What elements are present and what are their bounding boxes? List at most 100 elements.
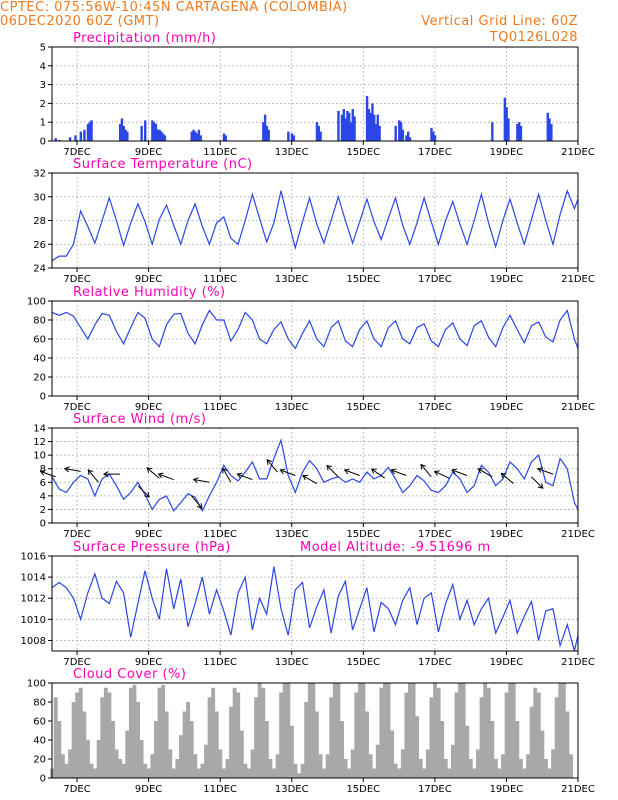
- temp-ytick-label: 32: [33, 169, 46, 180]
- precip-bar: [287, 131, 290, 141]
- cloud-bar: [357, 683, 362, 778]
- cloud-bar: [182, 711, 187, 778]
- precip-bar: [190, 131, 193, 141]
- cloud-bar: [465, 725, 470, 778]
- cloud-bar: [558, 683, 563, 778]
- wind-arrow: [302, 475, 318, 485]
- cloud-bar: [93, 768, 98, 778]
- precip-bar: [124, 129, 127, 141]
- precip-bar: [267, 129, 270, 141]
- precip-frame: [51, 46, 579, 142]
- precip-bar: [433, 135, 437, 141]
- rh-xtick-label: 21DEC: [561, 402, 595, 413]
- precip-bar: [195, 133, 199, 141]
- cloud-bar: [332, 683, 337, 778]
- precip-bar: [408, 137, 412, 141]
- cloud-bar: [375, 744, 380, 778]
- wind-xtick-label: 15DEC: [346, 529, 380, 540]
- precip-bar: [353, 116, 356, 141]
- temp-ytick-label: 30: [33, 192, 46, 203]
- cloud-bar: [279, 692, 284, 778]
- cloud-bar: [476, 749, 480, 778]
- precip-bar: [367, 109, 371, 141]
- temp-xtick-label: 19DEC: [490, 274, 524, 285]
- cloud-xtick-label: 19DEC: [490, 784, 524, 795]
- precip-bar: [365, 95, 369, 141]
- cloud-bar: [418, 759, 423, 778]
- temp-xtick-label: 7DEC: [63, 274, 90, 285]
- cloud-bar: [282, 683, 287, 778]
- cloud-bar: [136, 702, 140, 778]
- cloud-bar: [107, 692, 112, 778]
- cloud-bar: [501, 754, 505, 778]
- wind-xtick-label: 19DEC: [490, 529, 524, 540]
- precip-title: Precipitation (mm/h): [73, 31, 216, 46]
- precip-bar: [224, 135, 227, 141]
- cloud-bar: [168, 749, 173, 778]
- pressure-xtick-label: 7DEC: [63, 657, 90, 668]
- cloud-xtick-label: 7DEC: [63, 784, 90, 795]
- precip-bar: [401, 129, 405, 141]
- precip-bar: [122, 125, 125, 141]
- cloud-bar: [139, 740, 144, 778]
- cloud-bar: [150, 754, 155, 778]
- precip-xtick-label: 7DEC: [63, 147, 90, 158]
- cloud-bar: [272, 768, 276, 778]
- cloud-bar: [372, 768, 377, 778]
- cloud-bar: [515, 721, 520, 778]
- precip-bar: [197, 129, 201, 141]
- cloud-bar: [368, 754, 373, 778]
- precip-panel: Precipitation (mm/h) 0 1 2 3 4 5 7DEC 9DEC 11DEC 1…: [40, 31, 595, 158]
- precip-bar: [120, 118, 124, 141]
- cloud-bar: [132, 684, 137, 778]
- wind-xtick-label: 21DEC: [561, 529, 595, 540]
- wind-ytick-label: 2: [40, 505, 46, 516]
- cloud-bar: [193, 754, 198, 778]
- precip-bar: [68, 137, 72, 141]
- precip-bar: [432, 131, 435, 141]
- cloud-bar: [293, 763, 298, 778]
- cloud-bar: [522, 768, 527, 778]
- precip-bar: [192, 129, 195, 141]
- precip-bar: [74, 135, 77, 141]
- wind-arrow: [326, 464, 339, 478]
- precip-bar: [340, 114, 344, 141]
- temp-xtick-label: 11DEC: [203, 274, 237, 285]
- precip-bar: [399, 122, 403, 141]
- wind-xtick-label: 11DEC: [203, 529, 237, 540]
- wind-arrow: [420, 463, 432, 478]
- cloud-ytick-label: 60: [33, 717, 46, 728]
- cloud-bar: [307, 683, 312, 778]
- cloud-bar: [529, 706, 534, 778]
- cloud-bar: [429, 697, 434, 778]
- pressure-ytick-label: 1014: [21, 573, 46, 584]
- rh-ytick-label: 40: [33, 354, 46, 365]
- wind-arrow: [370, 468, 386, 479]
- cloud-bar: [354, 692, 359, 778]
- precip-bar: [516, 124, 519, 141]
- cloud-bar: [179, 735, 183, 778]
- wind-arrow: [477, 468, 493, 478]
- cloud-bar: [447, 768, 452, 778]
- wind-frame: [51, 427, 579, 524]
- precip-bar: [140, 125, 143, 141]
- cloud-bar: [221, 768, 226, 778]
- rh-xtick-label: 11DEC: [203, 402, 237, 413]
- cloud-bar: [436, 687, 441, 778]
- pressure-ytick-label: 1010: [21, 615, 46, 626]
- cloud-bar: [186, 702, 191, 778]
- wind-ytick-label: 10: [33, 451, 46, 462]
- precip-bar: [505, 107, 508, 141]
- cloud-bar: [493, 759, 498, 778]
- wind-xtick-label: 13DEC: [275, 529, 309, 540]
- cloud-bar: [547, 768, 552, 778]
- cloud-bar: [565, 711, 570, 778]
- cloud-bar: [297, 773, 301, 778]
- precip-bar: [517, 122, 521, 141]
- pressure-ytick-label: 1008: [21, 636, 46, 647]
- precip-bar: [154, 124, 158, 141]
- cloud-ytick-label: 80: [33, 698, 46, 709]
- temp-ytick-label: 24: [33, 264, 46, 275]
- cloud-bar: [347, 768, 352, 778]
- cloud-bar: [554, 697, 559, 778]
